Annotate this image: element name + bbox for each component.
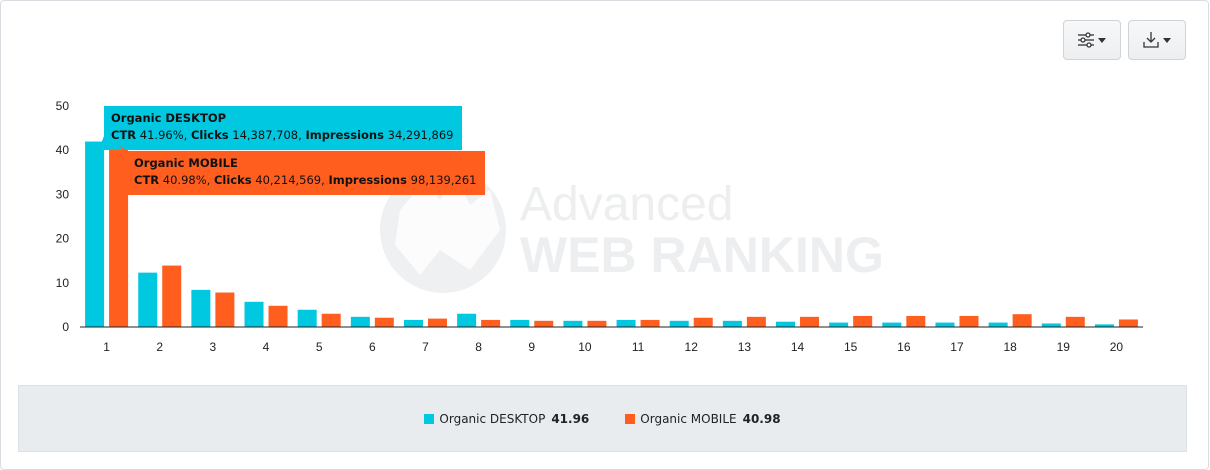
x-tick-label: 2 bbox=[156, 340, 163, 354]
x-tick-label: 19 bbox=[1057, 340, 1071, 354]
bar-mobile[interactable] bbox=[800, 316, 820, 327]
legend-label: Organic DESKTOP bbox=[439, 411, 546, 426]
bar-mobile[interactable] bbox=[746, 316, 766, 327]
tooltip-metrics: CTR 40.98%, Clicks 40,214,569, Impressio… bbox=[134, 173, 477, 187]
x-tick-label: 15 bbox=[844, 340, 858, 354]
bar-mobile[interactable] bbox=[1118, 319, 1138, 327]
y-tick-label: 40 bbox=[56, 143, 70, 157]
bar-mobile[interactable] bbox=[427, 318, 447, 327]
bar-desktop[interactable] bbox=[1041, 323, 1061, 327]
x-tick-label: 11 bbox=[632, 340, 645, 354]
y-tick-label: 30 bbox=[56, 187, 70, 201]
bar-mobile[interactable] bbox=[268, 305, 288, 327]
x-axis: 1 2 3 4 5 6 7 8 9 10 11 12 13 14 15 16 17 18 19 20 bbox=[103, 340, 1123, 354]
bar-desktop[interactable] bbox=[935, 322, 955, 327]
x-tick-label: 16 bbox=[897, 340, 911, 354]
bar-mobile[interactable] bbox=[162, 265, 182, 327]
bar-mobile[interactable] bbox=[534, 320, 554, 327]
x-tick-label: 4 bbox=[263, 340, 270, 354]
globe-logo-icon bbox=[380, 167, 506, 293]
x-tick-label: 20 bbox=[1110, 340, 1124, 354]
tooltip-desktop: Organic DESKTOP CTR 41.96%, Clicks 14,38… bbox=[104, 106, 463, 150]
legend-value: 40.98 bbox=[742, 411, 781, 426]
bar-desktop[interactable] bbox=[829, 322, 849, 327]
bar-desktop[interactable] bbox=[191, 289, 211, 327]
x-tick-label: 1 bbox=[103, 340, 110, 354]
bar-mobile[interactable] bbox=[906, 315, 926, 327]
bar-desktop[interactable] bbox=[988, 322, 1008, 327]
bar-desktop[interactable] bbox=[510, 319, 530, 327]
bar-mobile[interactable] bbox=[215, 292, 235, 327]
tooltip-metrics: CTR 41.96%, Clicks 14,387,708, Impressio… bbox=[111, 128, 454, 142]
bar-desktop[interactable] bbox=[244, 301, 264, 327]
legend-item-mobile[interactable]: Organic MOBILE 40.98 bbox=[625, 411, 781, 426]
bar-desktop[interactable] bbox=[138, 272, 158, 327]
bar-desktop[interactable] bbox=[350, 316, 370, 327]
bar-desktop[interactable] bbox=[85, 141, 105, 327]
tooltip-pointer bbox=[120, 146, 127, 159]
bar-mobile[interactable] bbox=[109, 145, 129, 327]
y-tick-label: 20 bbox=[56, 232, 70, 246]
download-icon bbox=[1143, 32, 1171, 48]
x-tick-label: 5 bbox=[316, 340, 323, 354]
sliders-icon bbox=[1078, 32, 1106, 48]
caret-down-icon bbox=[1098, 38, 1106, 43]
watermark-line2: WEB RANKING bbox=[520, 227, 884, 283]
legend-item-desktop[interactable]: Organic DESKTOP 41.96 bbox=[424, 412, 589, 426]
legend-swatch bbox=[424, 413, 435, 424]
x-tick-label: 18 bbox=[1003, 340, 1017, 354]
bar-mobile[interactable] bbox=[587, 320, 607, 327]
bar-mobile[interactable] bbox=[959, 315, 979, 327]
bar-desktop[interactable] bbox=[457, 313, 477, 327]
x-tick-label: 17 bbox=[950, 340, 964, 354]
x-tick-label: 9 bbox=[528, 340, 535, 354]
filter-menu-button[interactable] bbox=[1063, 20, 1121, 60]
bar-desktop[interactable] bbox=[722, 320, 742, 327]
bar-desktop[interactable] bbox=[1094, 324, 1114, 327]
bar-mobile[interactable] bbox=[853, 315, 873, 327]
legend-label: Organic MOBILE bbox=[640, 411, 737, 426]
y-tick-label: 50 bbox=[56, 99, 70, 113]
y-axis: 0 10 20 30 40 50 bbox=[56, 99, 70, 334]
bar-desktop[interactable] bbox=[403, 319, 423, 327]
watermark-line1: Advanced bbox=[520, 178, 734, 231]
caret-down-icon bbox=[1163, 38, 1171, 43]
tooltip-title: Organic MOBILE bbox=[134, 156, 238, 170]
bar-mobile[interactable] bbox=[693, 317, 713, 327]
bar-desktop[interactable] bbox=[776, 321, 796, 327]
tooltip-mobile: Organic MOBILE CTR 40.98%, Clicks 40,214… bbox=[127, 151, 486, 195]
x-tick-label: 10 bbox=[578, 340, 592, 354]
x-tick-label: 6 bbox=[369, 340, 376, 354]
bar-mobile[interactable] bbox=[640, 319, 660, 327]
x-tick-label: 14 bbox=[791, 340, 805, 354]
legend-swatch bbox=[625, 413, 636, 424]
tooltip-pointer bbox=[100, 136, 112, 146]
bars bbox=[85, 141, 1138, 327]
bar-desktop[interactable] bbox=[669, 320, 689, 327]
bar-mobile[interactable] bbox=[1012, 314, 1032, 327]
bar-mobile[interactable] bbox=[374, 317, 394, 327]
watermark: Advanced WEB RANKING bbox=[380, 167, 884, 293]
x-tick-label: 8 bbox=[475, 340, 482, 354]
tooltip-title: Organic DESKTOP bbox=[111, 111, 227, 125]
y-tick-label: 0 bbox=[62, 320, 69, 334]
bar-mobile[interactable] bbox=[321, 313, 341, 327]
y-tick-label: 10 bbox=[56, 276, 70, 290]
bar-desktop[interactable] bbox=[297, 309, 317, 327]
bar-desktop[interactable] bbox=[882, 322, 902, 327]
bar-desktop[interactable] bbox=[616, 319, 636, 327]
x-tick-label: 7 bbox=[422, 340, 429, 354]
bar-desktop[interactable] bbox=[563, 320, 583, 327]
x-tick-label: 12 bbox=[685, 340, 699, 354]
bar-mobile[interactable] bbox=[1065, 316, 1085, 327]
legend-value: 41.96 bbox=[551, 411, 590, 426]
legend: Organic DESKTOP 41.96 Organic MOBILE 40.… bbox=[18, 385, 1187, 452]
x-tick-label: 13 bbox=[738, 340, 752, 354]
bar-mobile[interactable] bbox=[481, 319, 501, 327]
x-tick-label: 3 bbox=[210, 340, 217, 354]
download-menu-button[interactable] bbox=[1128, 20, 1186, 60]
